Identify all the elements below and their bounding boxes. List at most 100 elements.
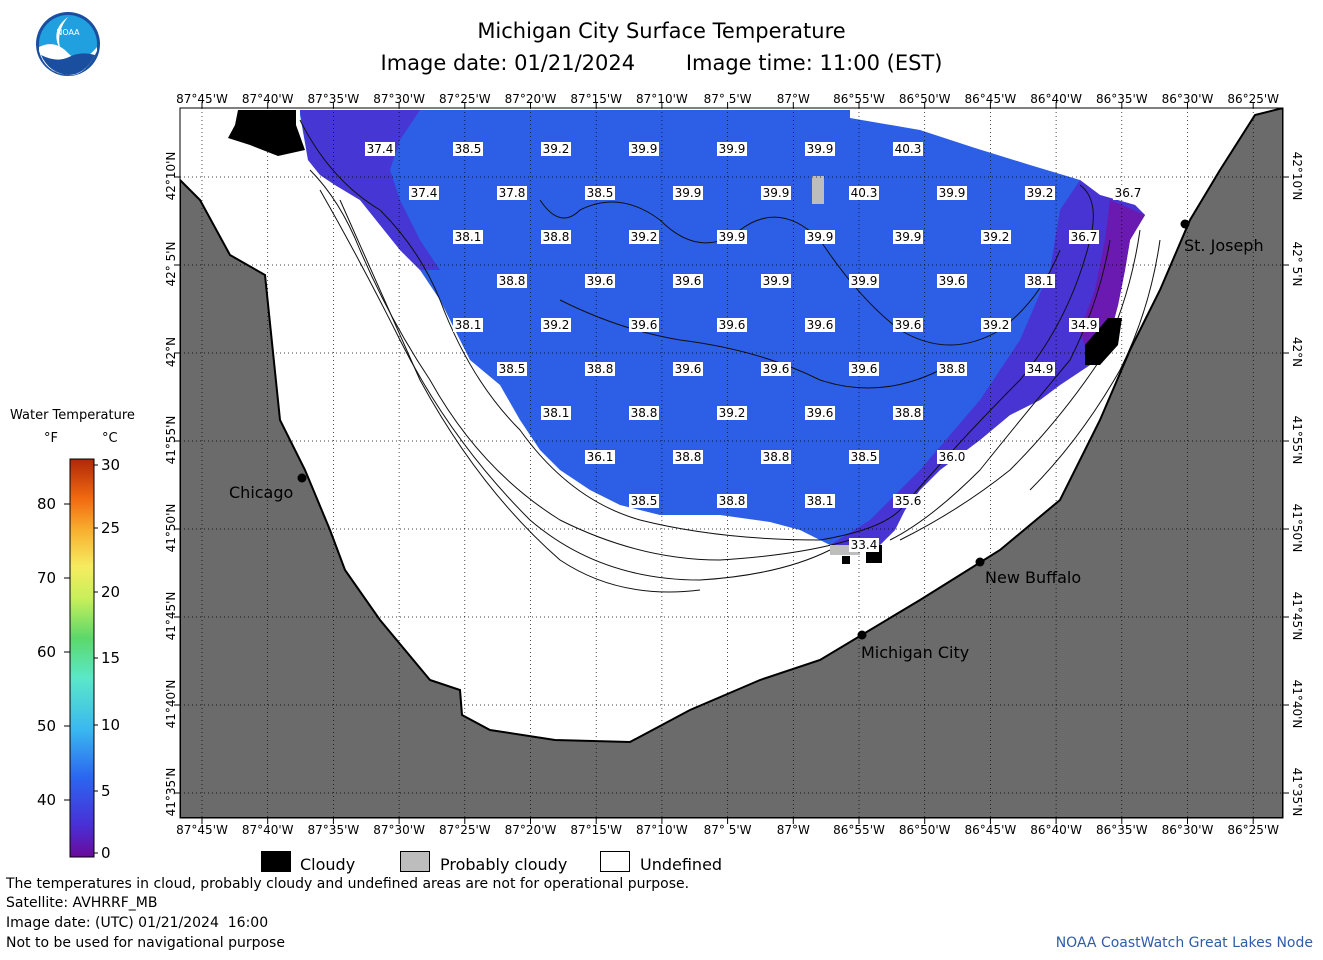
lon-label: 87°25'W	[438, 92, 491, 106]
image-date: Image date: 01/21/2024	[380, 51, 636, 75]
lat-label: 42°N	[1290, 336, 1304, 368]
lon-label: 87°35'W	[307, 92, 360, 106]
lon-label: 86°35'W	[1095, 92, 1148, 106]
temp-label: 36.1	[587, 450, 614, 464]
lon-label: 87°25'W	[438, 823, 491, 837]
temp-label-bg	[497, 274, 527, 288]
temp-label: 39.6	[807, 318, 834, 332]
temp-label: 38.8	[895, 406, 922, 420]
credit-link[interactable]: NOAA CoastWatch Great Lakes Node	[1055, 935, 1313, 951]
lon-label: 87°W	[776, 823, 810, 837]
lon-label: 86°40'W	[1030, 92, 1082, 106]
cloudy-patch-east	[1085, 318, 1122, 365]
temp-label: 38.5	[851, 450, 878, 464]
lat-label: 41°35'N	[1290, 767, 1304, 817]
lon-label: 86°55'W	[833, 92, 885, 106]
temp-label: 36.0	[939, 450, 966, 464]
temp-label-bg	[541, 318, 571, 332]
temp-label: 39.9	[675, 186, 702, 200]
temp-label: 38.5	[499, 362, 526, 376]
temp-label: 34.9	[1027, 362, 1054, 376]
temp-label: 39.9	[895, 230, 922, 244]
city-label-chicago: Chicago	[229, 483, 294, 502]
temp-label-bg	[585, 362, 615, 376]
lon-label: 87° 5'W	[703, 92, 752, 106]
temp-label-bg	[805, 230, 835, 244]
temp-label: 38.8	[719, 494, 746, 508]
lat-label: 41°50'N	[1290, 503, 1304, 553]
legend-c-label: 5	[101, 782, 111, 800]
temp-label-bg	[629, 406, 659, 420]
lon-label: 87° 5'W	[703, 823, 752, 837]
temp-label-bg	[673, 274, 703, 288]
lon-label: 87°45'W	[176, 823, 228, 837]
lat-label: 41°45'N	[1290, 591, 1304, 641]
temp-label: 38.1	[1027, 274, 1054, 288]
legend-c-label: 10	[101, 716, 121, 734]
temp-label: 39.6	[851, 362, 878, 376]
temp-label-bg	[937, 450, 967, 464]
logo-text: NOAA	[56, 28, 80, 37]
lat-label: 42° 5'N	[1290, 241, 1304, 287]
temp-label-bg	[849, 538, 879, 552]
lat-label: 41°40'N	[1290, 679, 1304, 729]
temp-label: 37.8	[499, 186, 526, 200]
footer-utc-date: Image date: (UTC) 01/21/2024 16:00	[6, 915, 269, 931]
footer-note: The temperatures in cloud, probably clou…	[6, 876, 690, 892]
temp-label-bg	[805, 318, 835, 332]
temp-label: 39.2	[983, 318, 1010, 332]
lon-label: 87°40'W	[241, 823, 294, 837]
temp-label-bg	[761, 274, 791, 288]
temp-label: 39.2	[543, 142, 570, 156]
lon-label: 87°35'W	[307, 823, 360, 837]
lon-label: 87°45'W	[176, 92, 228, 106]
temp-label-bg	[981, 230, 1011, 244]
legend-f-label: 60	[37, 643, 57, 661]
undefined-label: Undefined	[640, 855, 723, 874]
temp-label-bg	[761, 186, 791, 200]
temp-label: 38.1	[543, 406, 570, 420]
lat-label: 41°55'N	[1290, 415, 1304, 465]
legend-c-label: 20	[101, 583, 121, 601]
temp-label-bg	[893, 142, 923, 156]
temp-label: 38.8	[675, 450, 702, 464]
lon-label: 87°30'W	[373, 823, 425, 837]
temp-label: 34.9	[1071, 318, 1098, 332]
temp-label-bg	[585, 450, 615, 464]
temp-label: 36.7	[1071, 230, 1098, 244]
temp-label: 39.9	[631, 142, 658, 156]
temp-label: 40.3	[895, 142, 922, 156]
legend-f-label: 40	[37, 791, 57, 809]
temp-label: 39.9	[719, 230, 746, 244]
temp-label-bg	[849, 362, 879, 376]
footer-nav: Not to be used for navigational purpose	[6, 935, 285, 951]
temp-label-bg	[1025, 362, 1055, 376]
temp-label-bg	[717, 494, 747, 508]
temp-label-bg	[849, 186, 879, 200]
lat-label: 41°40'N	[164, 679, 178, 729]
temp-label: 39.9	[939, 186, 966, 200]
cloudy-patch-south-2	[842, 556, 850, 564]
lat-label: 42° 5'N	[164, 241, 178, 287]
lon-label: 86°50'W	[898, 92, 951, 106]
temp-label-bg	[453, 230, 483, 244]
temp-label-bg	[849, 274, 879, 288]
legend-c-label: 0	[101, 844, 111, 862]
legend-title: Water Temperature	[10, 408, 135, 423]
temp-label-bg	[541, 230, 571, 244]
temp-label-bg	[1113, 186, 1143, 200]
temp-label-bg	[541, 142, 571, 156]
temp-label: 36.7	[1115, 186, 1142, 200]
lat-label: 42°10'N	[164, 151, 178, 201]
temp-label: 39.6	[895, 318, 922, 332]
temp-label: 38.8	[939, 362, 966, 376]
temp-label-bg	[937, 274, 967, 288]
temp-label: 38.8	[587, 362, 614, 376]
temp-label-bg	[849, 450, 879, 464]
temp-label-bg	[1025, 186, 1055, 200]
temp-label: 39.2	[983, 230, 1010, 244]
cold-water-west	[300, 110, 440, 270]
temp-label-bg	[717, 230, 747, 244]
cold-water-east	[830, 180, 1145, 550]
